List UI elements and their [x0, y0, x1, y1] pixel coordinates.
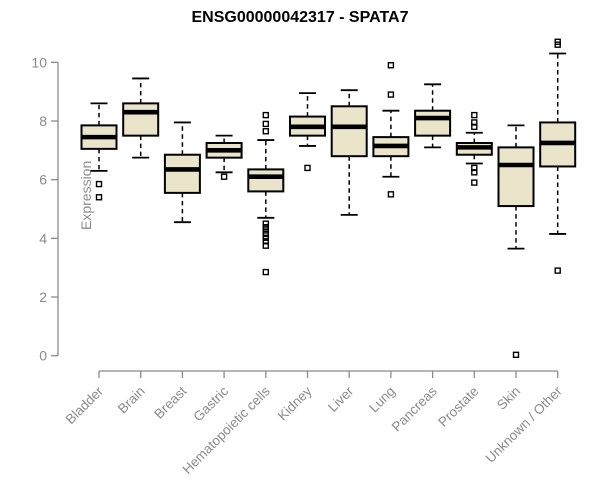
- outlier-point: [554, 41, 561, 48]
- x-category-label: Prostate: [435, 384, 481, 430]
- x-category-label: Breast: [151, 383, 189, 421]
- outlier-point: [262, 227, 269, 234]
- boxplot-brain: [122, 77, 160, 159]
- outlier-point: [262, 268, 269, 276]
- outlier-point: [262, 230, 269, 238]
- outlier-point: [220, 173, 228, 180]
- outlier-point: [471, 111, 478, 119]
- x-category-label: Gastric: [190, 383, 231, 424]
- outlier-point: [387, 91, 395, 98]
- x-category-label: Bladder: [63, 383, 107, 427]
- outlier-point: [95, 194, 103, 201]
- x-category-label: Brain: [115, 384, 148, 417]
- boxplot-skin: [497, 124, 535, 359]
- boxplot-gastric: [205, 134, 243, 180]
- outlier-point: [387, 62, 395, 69]
- outlier-point: [471, 179, 478, 186]
- outlier-point: [387, 191, 395, 198]
- outlier-point: [262, 242, 269, 249]
- outlier-point: [262, 234, 269, 241]
- boxplot-prostate: [455, 111, 493, 186]
- outlier-point: [471, 123, 478, 131]
- chart-title: ENSG00000042317 - SPATA7: [191, 9, 409, 26]
- boxplot-hematopoietic-cells: [247, 111, 285, 276]
- boxplot-kidney: [289, 92, 326, 172]
- outlier-point: [262, 120, 269, 128]
- outlier-point: [262, 223, 269, 231]
- y-tick-label: 10: [31, 54, 47, 70]
- boxplot-breast: [163, 121, 201, 224]
- x-category-label: Liver: [325, 383, 357, 415]
- y-tick-label: 4: [39, 230, 47, 246]
- outlier-point: [304, 164, 311, 172]
- boxplot-liver: [330, 89, 368, 216]
- x-category-label: Pancreas: [389, 383, 440, 434]
- outlier-point: [262, 220, 269, 227]
- x-category-label: Skin: [494, 384, 523, 413]
- outlier-point: [262, 111, 269, 119]
- x-axis: [98, 370, 559, 378]
- y-tick-label: 2: [39, 289, 47, 305]
- outlier-point: [471, 169, 478, 176]
- y-tick-label: 0: [39, 348, 47, 364]
- x-category-label: Unknown / Other: [483, 383, 566, 466]
- outlier-point: [95, 180, 103, 188]
- y-axis: [51, 61, 59, 357]
- boxplot-pancreas: [414, 83, 452, 149]
- y-tick-label: 6: [39, 172, 47, 188]
- outlier-point: [554, 267, 561, 274]
- boxplot-lung: [372, 62, 410, 198]
- boxplot-unknown-other: [539, 38, 577, 274]
- outlier-point: [512, 351, 520, 359]
- outlier-point: [262, 128, 269, 135]
- y-tick-label: 8: [39, 113, 47, 129]
- x-category-label: Lung: [366, 384, 398, 416]
- x-category-label: Kidney: [275, 383, 315, 423]
- boxplot-bladder: [80, 102, 118, 201]
